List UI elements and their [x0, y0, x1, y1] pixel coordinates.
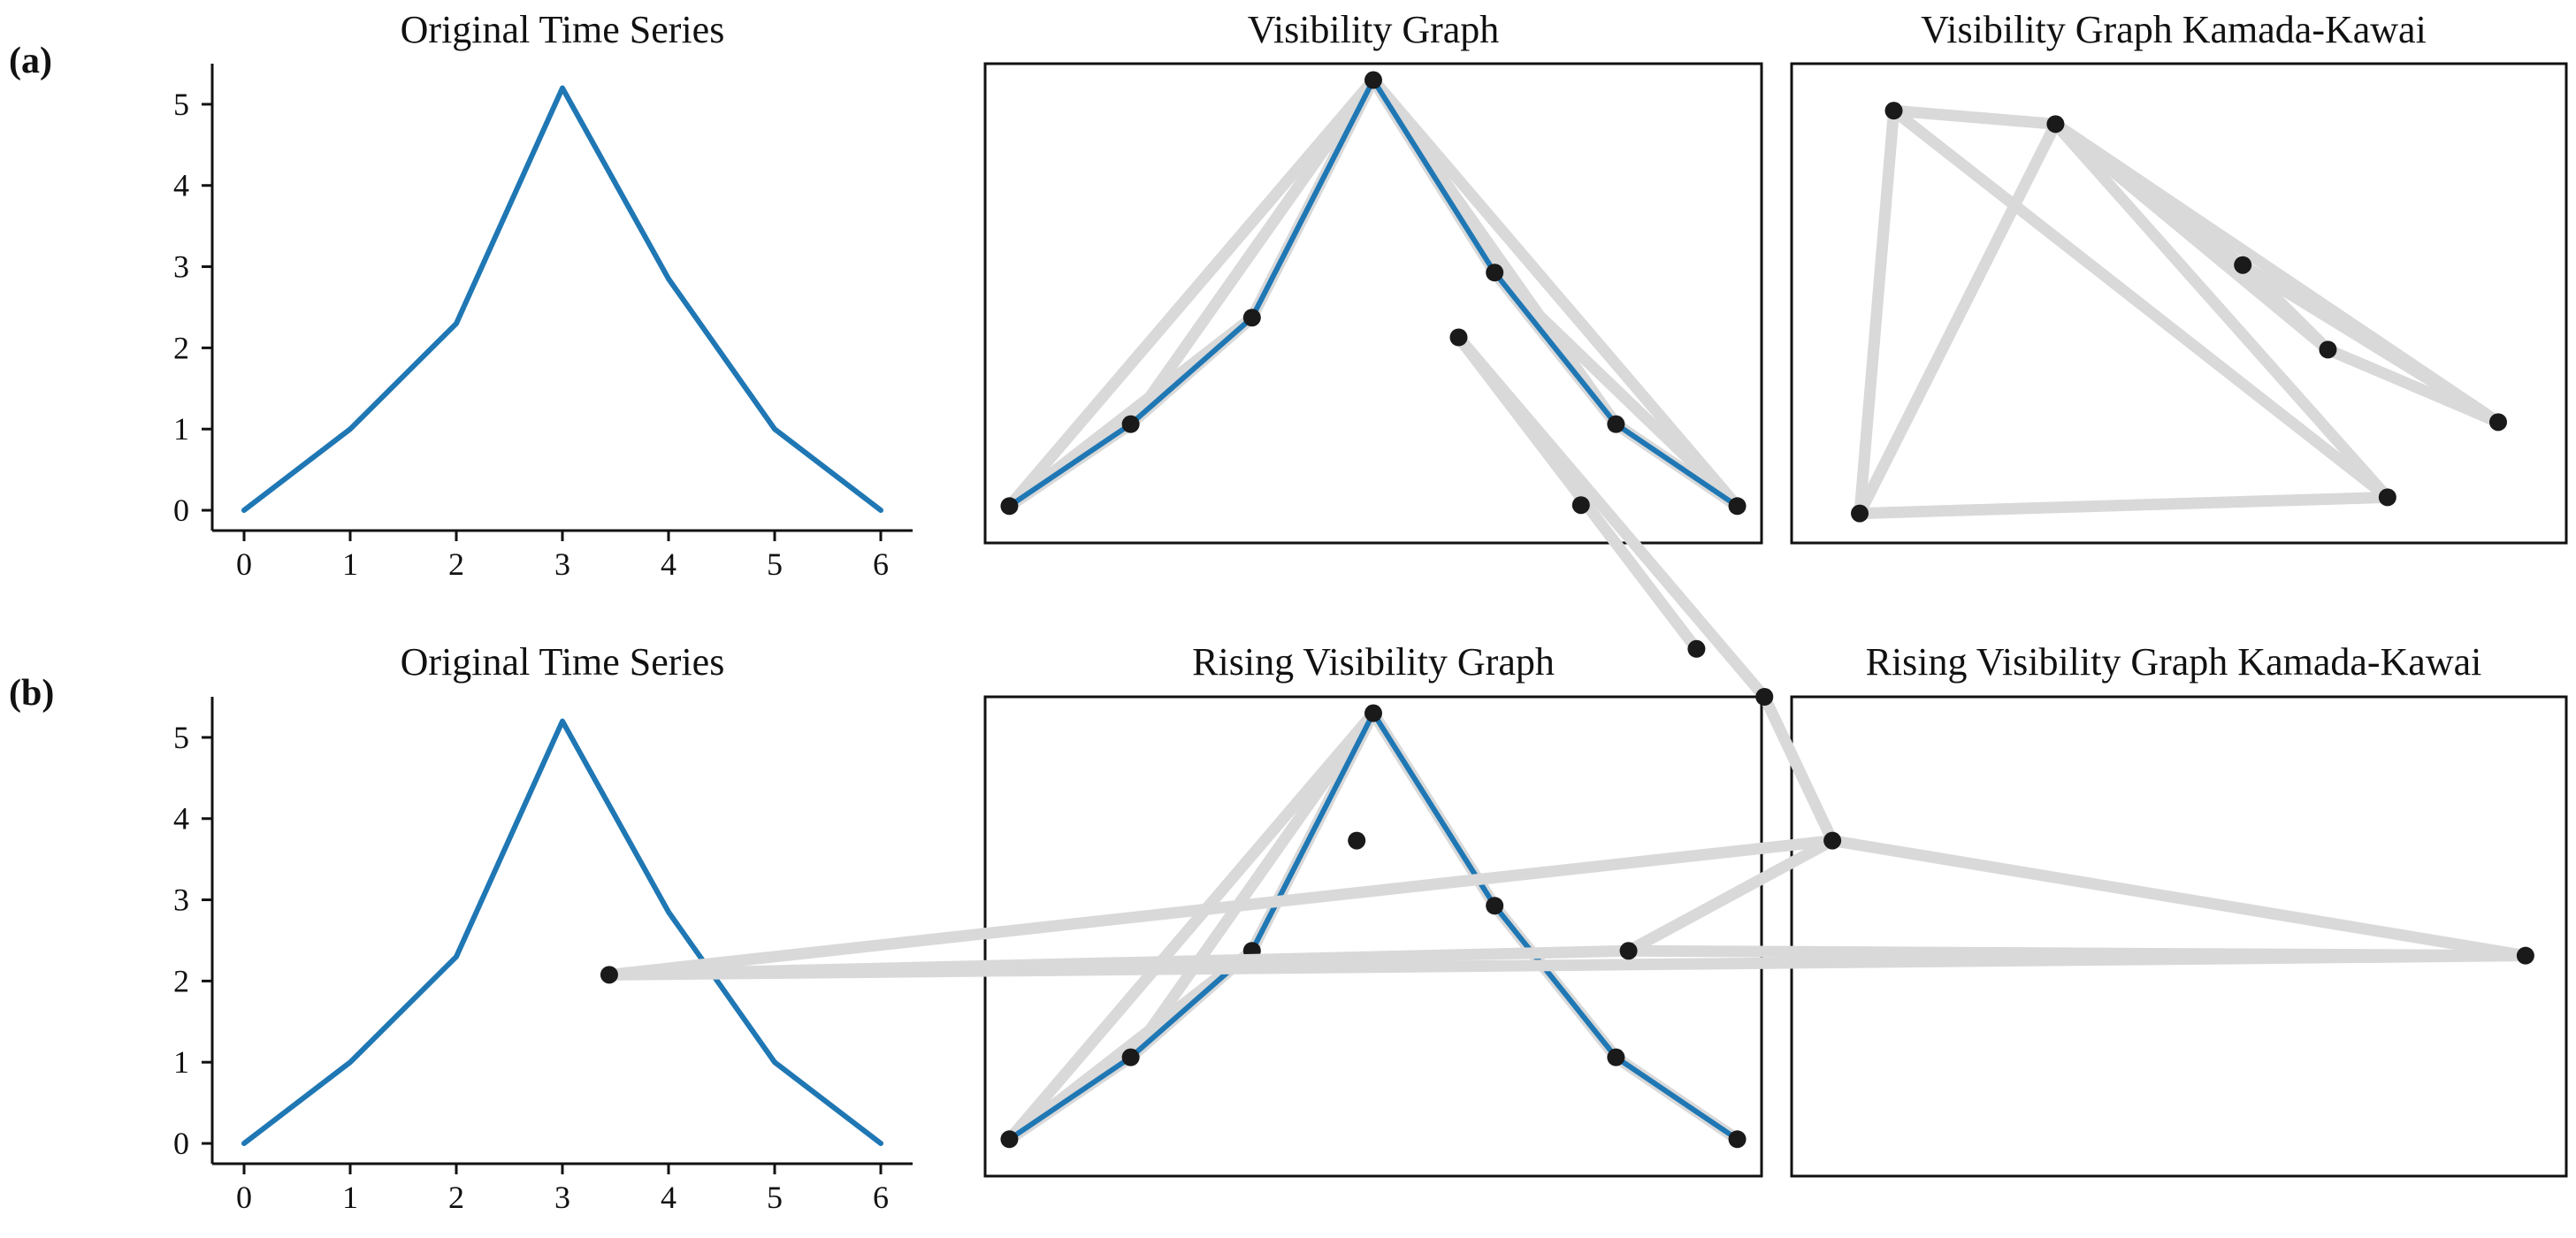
- series-line: [1007, 77, 1739, 508]
- chart-title: Rising Visibility Graph: [1192, 640, 1555, 684]
- graph-node: [1449, 328, 1468, 347]
- graph-node: [1607, 415, 1625, 433]
- graph-edge: [1623, 944, 2532, 962]
- graph-node: [1851, 504, 1869, 523]
- y-tick-label: 4: [173, 801, 189, 837]
- x-tick-label: 4: [661, 1180, 676, 1215]
- x-tick-label: 3: [554, 546, 570, 582]
- chart-title: Original Time Series: [401, 8, 725, 51]
- graph-node: [1619, 942, 1638, 960]
- graph-node: [2319, 340, 2337, 359]
- chart-title: Visibility Graph: [1248, 8, 1500, 51]
- graph-node: [1348, 831, 1366, 850]
- graph-node: [1607, 1048, 1625, 1066]
- graph-node: [2234, 256, 2252, 274]
- graph-node: [1121, 415, 1140, 433]
- x-tick-label: 2: [448, 1180, 464, 1215]
- y-tick-label: 1: [173, 411, 189, 447]
- graph-edge: [1003, 74, 1380, 512]
- graph-node: [1823, 831, 1842, 850]
- graph-edge: [603, 835, 1838, 981]
- graph-node: [1000, 1130, 1019, 1149]
- chart-row-b-rising-visibility-graph: Rising Visibility Graph: [983, 640, 1763, 1178]
- graph-edge: [1826, 835, 2532, 962]
- graph-edge: [1888, 104, 2061, 130]
- chart-row-a-kamada-kawai: Visibility Graph Kamada-Kawai: [1790, 8, 2568, 545]
- chart-row-a-time-series: Original Time Series 0 1 2 3 4 5 6 0 1 2 3 4 5: [173, 8, 913, 582]
- graph-edge: [1888, 104, 2394, 503]
- panel-label-a: (a): [9, 41, 52, 81]
- graph-node: [1486, 264, 1504, 282]
- graph-node: [1571, 496, 1590, 515]
- graph-node: [1728, 1130, 1747, 1149]
- y-tick-label: 4: [173, 168, 189, 203]
- y-tick-label: 3: [173, 249, 189, 285]
- x-tick-label: 0: [236, 1180, 252, 1215]
- graph-edge: [2049, 118, 2249, 271]
- graph-node: [2378, 488, 2396, 507]
- x-tick-label: 1: [342, 1180, 358, 1215]
- y-tick-label: 1: [173, 1044, 189, 1080]
- graph-node: [1121, 1048, 1140, 1066]
- graph-edge: [1854, 491, 2394, 520]
- graph-edge: [1125, 74, 1380, 431]
- y-tick-label: 2: [173, 963, 189, 998]
- graph-edge: [1854, 118, 2061, 520]
- graph-node: [2488, 413, 2507, 432]
- x-tick-label: 1: [342, 546, 358, 582]
- graph-node: [1884, 102, 1903, 120]
- plot-frame: [983, 62, 1763, 545]
- x-tick-label: 5: [767, 1180, 783, 1215]
- series-line: [1007, 710, 1739, 1142]
- chart-row-a-visibility-graph: Visibility Graph: [983, 8, 1763, 545]
- x-tick-label: 6: [873, 546, 889, 582]
- graph-edge: [1854, 104, 1900, 520]
- graph-edge: [1623, 835, 1838, 957]
- x-tick-label: 0: [236, 546, 252, 582]
- x-tick-label: 3: [554, 1180, 570, 1215]
- y-tick-label: 5: [173, 87, 189, 122]
- graph-edge: [1125, 707, 1380, 1064]
- graph-edge: [1452, 332, 1702, 655]
- graph-edge: [1488, 266, 1744, 512]
- graph-edge: [1367, 74, 1744, 512]
- graph-node: [1242, 309, 1261, 327]
- y-tick-label: 2: [173, 330, 189, 365]
- series-line: [241, 85, 883, 514]
- graph-node: [1000, 497, 1019, 516]
- y-tick-label: 5: [173, 720, 189, 755]
- chart-row-b-kamada-kawai: Rising Visibility Graph Kamada-Kawai: [600, 328, 2568, 1178]
- panel-label-b: (b): [9, 673, 54, 714]
- y-tick-label: 3: [173, 883, 189, 918]
- x-tick-label: 6: [873, 1180, 889, 1215]
- graph-edge: [2049, 118, 2394, 503]
- graph-node: [1687, 639, 1706, 658]
- x-tick-label: 5: [767, 546, 783, 582]
- graph-edge: [1003, 707, 1380, 1145]
- graph-node: [2516, 946, 2534, 965]
- graph-node: [1364, 71, 1382, 89]
- graph-node: [2046, 115, 2065, 134]
- chart-title: Rising Visibility Graph Kamada-Kawai: [1866, 640, 2482, 684]
- plot-frame: [1790, 62, 2568, 545]
- chart-title: Visibility Graph Kamada-Kawai: [1921, 8, 2427, 51]
- y-tick-label: 0: [173, 493, 189, 528]
- graph-node: [600, 966, 618, 984]
- graph-node: [1728, 497, 1747, 516]
- chart-title: Original Time Series: [401, 640, 725, 684]
- graph-node: [1364, 704, 1382, 722]
- series-line: [241, 718, 883, 1147]
- graph-node: [1755, 688, 1774, 706]
- graph-edge: [1758, 691, 1838, 847]
- x-tick-label: 4: [661, 546, 676, 582]
- chart-row-b-time-series: Original Time Series 0 1 2 3 4 5 6 0 1 2 3 4 5: [173, 640, 913, 1215]
- y-tick-label: 0: [173, 1126, 189, 1161]
- plot-frame: [1790, 695, 2568, 1178]
- graph-node: [1486, 897, 1504, 915]
- x-tick-label: 2: [448, 546, 464, 582]
